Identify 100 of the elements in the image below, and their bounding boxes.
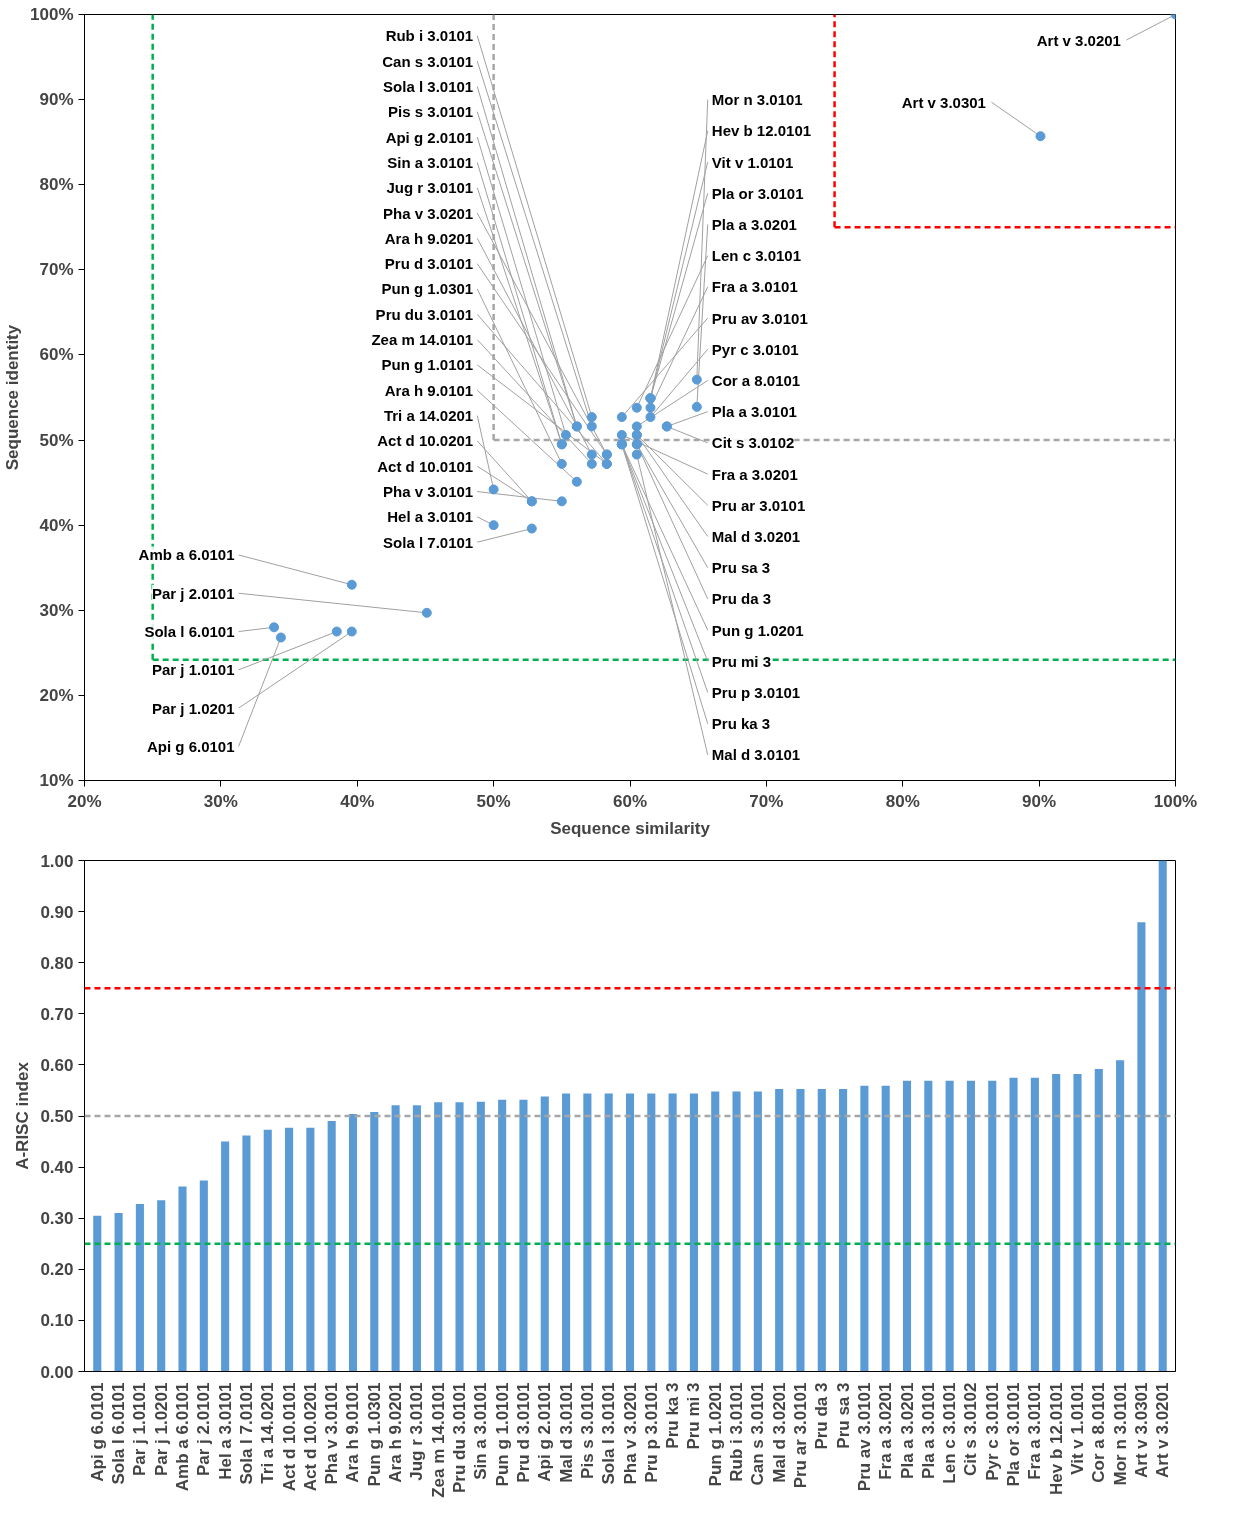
- annotation: Pru av 3.0101: [711, 309, 808, 327]
- annotation: Par j 1.0101: [151, 661, 235, 679]
- x-tick-label: Act d 10.0101: [279, 1382, 299, 1492]
- x-tick-label: 80%: [885, 791, 920, 811]
- y-tick-label: 60%: [39, 345, 74, 365]
- x-tick-label: Par j 1.0201: [151, 1382, 171, 1477]
- x-tick-label: Par j 2.0101: [194, 1382, 214, 1477]
- y-axis-title: Sequence identity: [3, 324, 23, 471]
- y-tick-label: 70%: [39, 260, 74, 280]
- y-tick-label: 0.10: [40, 1311, 74, 1331]
- y-tick-label: 10%: [39, 771, 74, 790]
- x-tick-label: Pru sa 3: [833, 1382, 853, 1449]
- x-tick-label: Pru av 3.0101: [854, 1382, 874, 1492]
- annotation: Mal d 3.0201: [711, 528, 801, 546]
- x-axis-title: Sequence similarity: [550, 818, 711, 838]
- x-tick-label: Hel a 3.0101: [215, 1382, 235, 1480]
- x-tick-label: Pru mi 3: [684, 1382, 704, 1450]
- annotation: Sola l 3.0101: [383, 77, 474, 95]
- x-tick-label: Len c 3.0101: [940, 1382, 960, 1484]
- y-tick-label: 0.70: [40, 1004, 74, 1024]
- annotation: Mor n 3.0101: [711, 91, 803, 109]
- x-tick-label: Pha v 3.0101: [322, 1382, 342, 1485]
- y-tick-label: 0.60: [40, 1055, 74, 1075]
- y-tick-label: 100%: [30, 5, 74, 24]
- y-axis-title: A-RISC index: [13, 1061, 33, 1170]
- annotation: Pun g 1.0301: [381, 280, 474, 298]
- annotation: Act d 10.0201: [377, 432, 474, 450]
- y-tick-label: 0.20: [40, 1260, 74, 1280]
- annotation: Pla or 3.0101: [711, 184, 804, 202]
- x-tick-label: Hev b 12.0101: [1046, 1382, 1066, 1495]
- x-tick-label: 40%: [340, 791, 375, 811]
- x-tick-label: Zea m 14.0101: [428, 1382, 448, 1498]
- x-tick-label: Sin a 3.0101: [471, 1382, 491, 1480]
- x-tick-label: Pyr c 3.0101: [982, 1382, 1002, 1481]
- y-tick-label: 40%: [39, 515, 74, 535]
- annotation: Tri a 14.0201: [383, 407, 474, 425]
- y-tick-label: 50%: [39, 430, 74, 450]
- annotation: Pru d 3.0101: [384, 255, 474, 273]
- x-tick-label: Api g 2.0101: [535, 1382, 555, 1482]
- annotation: Hel a 3.0101: [387, 508, 474, 526]
- annotation: Api g 6.0101: [146, 737, 235, 755]
- x-tick-label: Mal d 3.0201: [769, 1382, 789, 1483]
- y-tick-label: 1.00: [40, 851, 74, 871]
- annotation: Pru p 3.0101: [711, 684, 801, 702]
- annotation: Ara h 9.0201: [384, 229, 474, 247]
- x-tick-label: Art v 3.0301: [1131, 1382, 1151, 1478]
- annotation: Pis s 3.0101: [388, 103, 474, 121]
- annotation: Pyr c 3.0101: [711, 340, 799, 358]
- annotation: Fra a 3.0101: [711, 278, 798, 296]
- y-tick-label: 0.90: [40, 902, 74, 922]
- y-tick-label: 30%: [39, 600, 74, 620]
- x-tick-label: 70%: [749, 791, 784, 811]
- x-tick-label: 100%: [1153, 791, 1198, 811]
- x-tick-label: Pru da 3: [812, 1382, 832, 1450]
- x-tick-label: Pun g 1.0101: [492, 1382, 512, 1487]
- annotation: Pha v 3.0101: [383, 483, 474, 501]
- annotation: Sola l 7.0101: [383, 533, 474, 551]
- x-tick-label: Pru ka 3: [663, 1382, 683, 1449]
- x-tick-label: Pru p 3.0101: [641, 1382, 661, 1483]
- x-tick-label: Mor n 3.0101: [1110, 1382, 1130, 1486]
- x-tick-label: Can s 3.0101: [748, 1382, 768, 1486]
- annotation: Par j 1.0201: [151, 699, 235, 717]
- annotation: Pru ar 3.0101: [711, 496, 806, 514]
- x-tick-label: Act d 10.0201: [300, 1382, 320, 1492]
- y-tick-label: 0.40: [40, 1158, 74, 1178]
- y-tick-label: 0.00: [40, 1362, 74, 1382]
- annotation: Sin a 3.0101: [387, 153, 474, 171]
- x-tick-label: Cor a 8.0101: [1089, 1382, 1109, 1483]
- x-tick-label: Pun g 1.0301: [364, 1382, 384, 1487]
- x-tick-label: Ara h 9.0201: [386, 1382, 406, 1483]
- annotation: Zea m 14.0101: [371, 331, 474, 349]
- annotation: Par j 2.0101: [151, 584, 235, 602]
- x-tick-label: Amb a 6.0101: [173, 1382, 193, 1492]
- x-tick-label: Pun g 1.0201: [705, 1382, 725, 1487]
- annotation: Pru mi 3: [711, 652, 772, 670]
- x-tick-label: Pha v 3.0201: [620, 1382, 640, 1485]
- annotation: Jug r 3.0101: [386, 179, 474, 197]
- annotation: Fra a 3.0201: [711, 465, 798, 483]
- x-tick-label: Pru du 3.0101: [450, 1382, 470, 1494]
- annotation: Pru du 3.0101: [375, 305, 474, 323]
- annotation: Pha v 3.0201: [383, 204, 474, 222]
- x-tick-label: Rub i 3.0101: [727, 1382, 747, 1482]
- annotation: Len c 3.0101: [711, 247, 802, 265]
- y-tick-label: 0.50: [40, 1107, 74, 1126]
- x-tick-label: Api g 6.0101: [87, 1382, 107, 1482]
- annotation: Mal d 3.0101: [711, 746, 801, 764]
- annotation: Vit v 1.0101: [711, 153, 794, 171]
- annotation: Pun g 1.0201: [711, 621, 804, 639]
- annotation: Pru sa 3: [711, 559, 771, 577]
- annotation: Art v 3.0301: [901, 93, 986, 111]
- x-tick-label: Sola l 6.0101: [109, 1382, 129, 1485]
- x-tick-label: Fra a 3.0201: [876, 1382, 896, 1480]
- annotation: Act d 10.0101: [377, 457, 474, 475]
- x-tick-label: Fra a 3.0101: [1025, 1382, 1045, 1480]
- annotation: Api g 2.0101: [385, 128, 474, 146]
- x-tick-label: Tri a 14.0201: [258, 1382, 278, 1484]
- annotation: Pru da 3: [711, 590, 772, 608]
- y-tick-label: 90%: [39, 90, 74, 110]
- annotation: Pun g 1.0101: [381, 356, 474, 374]
- annotation: Amb a 6.0101: [138, 546, 235, 564]
